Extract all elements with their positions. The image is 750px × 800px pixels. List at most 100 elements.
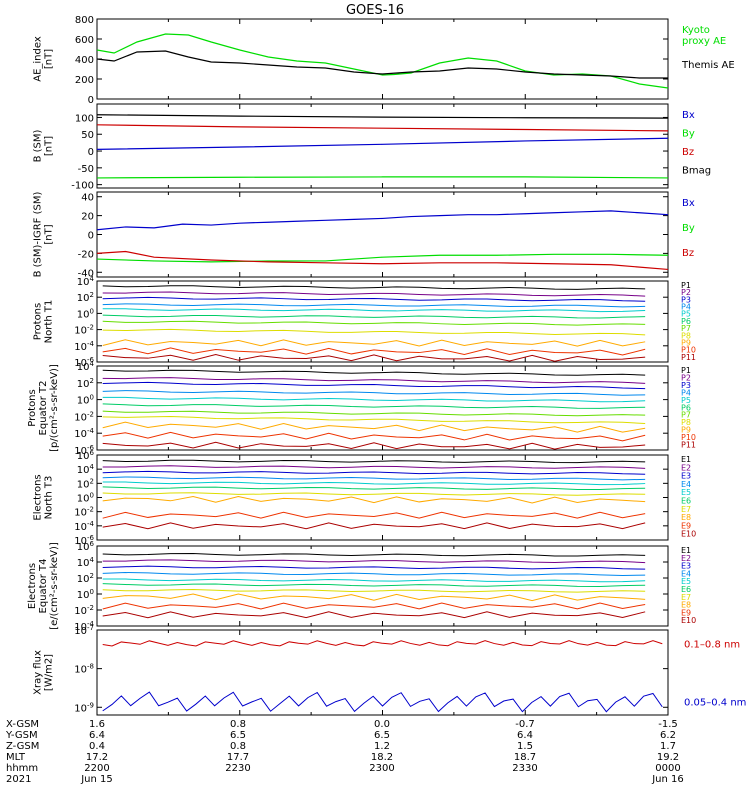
- y-tick-label: 100: [77, 394, 94, 407]
- series-line-e4: [102, 572, 646, 577]
- legend-label: P6: [681, 403, 691, 412]
- legend-label: P11: [681, 441, 696, 450]
- legend-label: P3: [681, 295, 691, 304]
- y-axis-label: ProtonsEquator T2[p/(cm²-s-sr-keV)]: [27, 364, 60, 452]
- time-axis-value: 17.7: [227, 752, 249, 763]
- y-tick-label: 10-8: [74, 663, 94, 676]
- legend-label: Themis AE: [681, 60, 735, 71]
- legend-label: P3: [681, 381, 691, 390]
- legend-label: 0.05–0.4 nm: [684, 697, 746, 708]
- series-line-kyoto-proxy-ae: [96, 33, 669, 89]
- legend-label: E4: [681, 480, 691, 489]
- legend-label: E5: [681, 577, 691, 586]
- series-line-bx: [96, 137, 669, 150]
- series-line-short-xray: [102, 691, 663, 713]
- y-tick-label: 0: [88, 95, 94, 106]
- y-axis-label: ProtonsNorth T1: [33, 300, 55, 344]
- series-line-e5: [102, 578, 646, 583]
- series-line-e3: [102, 470, 646, 475]
- series-line-p2: [102, 377, 646, 384]
- time-axis-value: 6.2: [660, 730, 676, 741]
- legend-label: Bmag: [682, 166, 711, 177]
- time-axis-value: 17.2: [86, 752, 108, 763]
- time-axis-table: X-GSM 1.6 0.8 0.0 -0.7 -1.5 Y-GSM 6.4 6.5 6.5 6.4 6…: [5, 719, 684, 785]
- legend-label: E1: [681, 455, 691, 464]
- legend-label: Bz: [682, 147, 694, 158]
- legend-label: P11: [681, 353, 696, 362]
- time-axis-row-label: 2021: [6, 774, 31, 785]
- y-tick-label: -100: [71, 181, 94, 192]
- legend-label: P10: [681, 346, 696, 355]
- series-line-p1: [102, 369, 646, 376]
- series-line-e4: [102, 476, 646, 481]
- series-line-e2: [102, 465, 646, 469]
- series-line-e5: [102, 481, 646, 486]
- time-axis-value: 19.2: [657, 752, 679, 763]
- legend-label: Bx: [682, 198, 695, 209]
- y-tick-label: 10-2: [74, 410, 94, 423]
- time-axis-row-label: Y-GSM: [5, 730, 38, 741]
- legend-label: Bx: [682, 110, 695, 121]
- y-tick-label: -50: [78, 164, 94, 175]
- y-tick-label: 104: [77, 556, 95, 569]
- time-axis-value: -1.5: [658, 719, 678, 730]
- time-axis-row-label: X-GSM: [6, 719, 39, 730]
- series-line-e8: [102, 495, 646, 504]
- legend-label: P5: [681, 396, 691, 405]
- series-line-e8: [102, 593, 646, 602]
- legend-label: E9: [681, 521, 691, 530]
- time-axis-row-label: hhmm: [6, 763, 38, 774]
- time-axis-value: 1.5: [517, 741, 533, 752]
- time-axis-value: 18.2: [371, 752, 393, 763]
- series-line-p5: [102, 396, 646, 403]
- time-axis-value: 6.4: [89, 730, 105, 741]
- y-tick-label: 102: [77, 291, 94, 304]
- legend-label: P6: [681, 317, 691, 326]
- time-axis-value: 1.7: [660, 741, 676, 752]
- legend-label: P4: [681, 303, 691, 312]
- time-axis-value: 0.8: [230, 719, 246, 730]
- y-tick-label: 104: [77, 275, 95, 288]
- y-tick-label: 10-4: [74, 427, 94, 440]
- y-tick-label: 50: [81, 130, 94, 141]
- legend-label: P9: [681, 338, 691, 347]
- series-line-e6: [102, 583, 646, 588]
- panel-bigrf: -40 -20 0 20 40 B (SM)-IGRF (SM)[nT] Bx By Bz: [33, 191, 695, 279]
- series-line-p9: [102, 421, 646, 433]
- series-line-e2: [102, 559, 646, 564]
- legend-label: E10: [681, 616, 696, 625]
- legend-label: E3: [681, 562, 691, 571]
- time-axis-value: 1.2: [374, 741, 390, 752]
- series-line-e6: [102, 486, 646, 491]
- y-axis-label: AE_index[nT]: [33, 36, 55, 82]
- series-line-long-xray: [102, 640, 663, 647]
- series-line-p3: [102, 381, 646, 390]
- legend-label: P4: [681, 388, 691, 397]
- time-axis-value: 0000: [655, 763, 680, 774]
- legend-label: P7: [681, 411, 691, 420]
- time-axis-value: 2230: [225, 763, 250, 774]
- y-tick-label: 600: [75, 35, 94, 46]
- time-axis-value: 1.6: [89, 719, 105, 730]
- time-axis-value: 6.4: [517, 730, 533, 741]
- y-tick-label: 106: [77, 540, 95, 553]
- y-tick-label: 10-2: [74, 324, 94, 337]
- series-line-p1: [102, 285, 646, 290]
- legend-label: E1: [681, 546, 691, 555]
- time-axis-value: Jun 15: [80, 774, 113, 785]
- panel-frame: [96, 629, 669, 716]
- series-line-p4: [102, 390, 646, 396]
- y-axis-label: Xray flux[W/m2]: [33, 650, 55, 695]
- legend-label: E4: [681, 569, 691, 578]
- legend-label: P1: [681, 281, 691, 290]
- series-line-p11: [102, 353, 646, 362]
- time-axis-value: 0.4: [89, 741, 105, 752]
- y-tick-label: 0: [88, 231, 94, 242]
- y-tick-label: 102: [77, 477, 94, 490]
- series-line-p10: [102, 347, 646, 356]
- series-line-p2: [102, 291, 646, 297]
